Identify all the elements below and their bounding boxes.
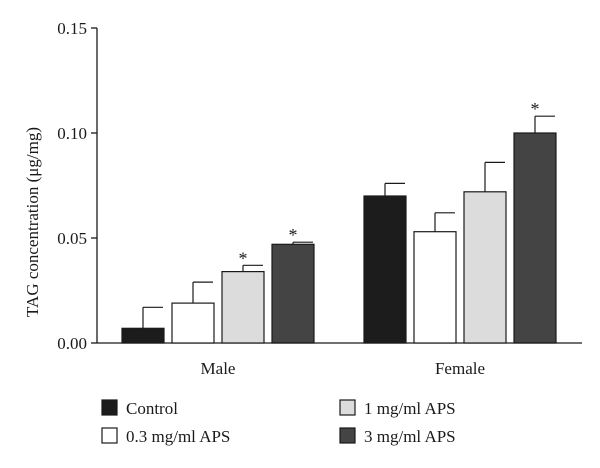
legend-label: Control: [126, 399, 178, 418]
legend-swatch: [339, 427, 356, 444]
bar: [121, 327, 165, 344]
bar: [271, 243, 315, 344]
significance-mark: *: [239, 248, 248, 268]
y-tick-label: 0.15: [57, 19, 87, 38]
bars: * * *: [121, 99, 557, 344]
y-tick-label: 0.05: [57, 229, 87, 248]
bar: [171, 302, 215, 344]
x-category-label: Female: [435, 359, 485, 378]
y-tick-label: 0.00: [57, 334, 87, 353]
bar: [221, 271, 265, 344]
significance-mark: *: [289, 225, 298, 245]
legend-swatch: [101, 399, 118, 416]
legend-swatch: [101, 427, 118, 444]
bar: [363, 195, 407, 344]
bar: [513, 132, 557, 344]
y-axis-label: TAG concentration (μg/mg): [23, 127, 42, 317]
y-axis-ticks: 0.00 0.05 0.10 0.15: [57, 19, 97, 353]
legend: Control 0.3 mg/ml APS 1 mg/ml APS 3 mg/ml A…: [101, 399, 456, 446]
significance-mark: *: [531, 99, 540, 119]
legend-swatch: [339, 399, 356, 416]
legend-label: 3 mg/ml APS: [364, 427, 456, 446]
legend-label: 0.3 mg/ml APS: [126, 427, 230, 446]
legend-label: 1 mg/ml APS: [364, 399, 456, 418]
y-tick-label: 0.10: [57, 124, 87, 143]
bar: [413, 231, 457, 344]
x-axis-categories: Male Female: [201, 359, 485, 378]
x-category-label: Male: [201, 359, 236, 378]
axes: [96, 28, 582, 344]
bar: [463, 191, 507, 344]
